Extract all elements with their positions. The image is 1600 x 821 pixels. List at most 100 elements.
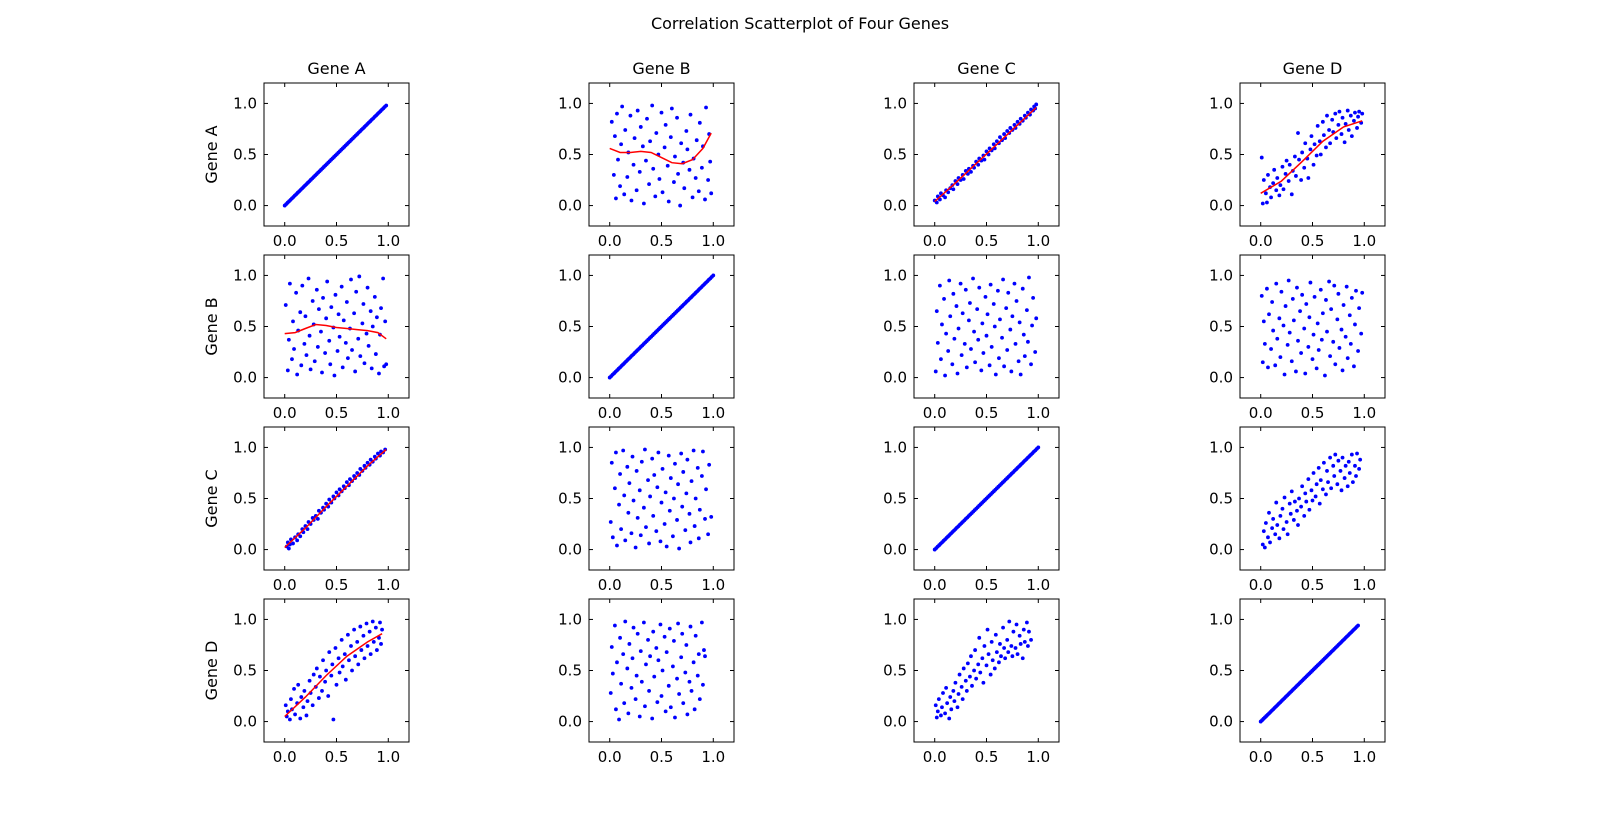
data-point: [666, 453, 671, 458]
panel-gene-a-vs-gene-a: 0.0 0.5 1.0 0.0 0.5 1.0: [233, 82, 410, 250]
data-point: [1315, 124, 1320, 128]
data-point: [940, 322, 944, 327]
data-point: [625, 464, 630, 469]
data-point: [629, 685, 634, 690]
data-point: [654, 529, 659, 534]
data-point: [629, 531, 634, 536]
data-point: [305, 699, 310, 704]
data-point: [622, 493, 627, 498]
data-point: [610, 535, 615, 540]
y-tick-label: 1.0: [883, 610, 907, 628]
data-point: [299, 363, 304, 368]
data-point: [643, 447, 647, 452]
data-point: [1010, 314, 1015, 319]
data-point: [1325, 469, 1329, 473]
data-point: [622, 701, 627, 706]
data-point: [1300, 484, 1305, 489]
data-point: [1010, 654, 1015, 659]
data-point: [316, 307, 321, 312]
data-point: [1284, 158, 1289, 163]
y-tick-label: 1.0: [1209, 438, 1233, 456]
data-point: [1275, 336, 1280, 341]
data-point: [693, 496, 698, 501]
data-point: [692, 707, 697, 712]
data-point: [1310, 498, 1315, 503]
data-point: [614, 196, 618, 201]
data-point: [302, 341, 307, 346]
y-tick-label: 0.0: [233, 713, 257, 731]
fit-curve: [609, 132, 712, 165]
data-point: [1356, 114, 1360, 119]
column-titles: Gene A Gene B Gene C Gene D: [307, 59, 1342, 78]
data-point: [1262, 545, 1267, 550]
data-point: [365, 644, 370, 648]
data-point: [699, 620, 704, 625]
y-tick-label: 0.0: [558, 197, 582, 215]
y-tick-label: 0.5: [558, 490, 582, 508]
data-point: [977, 635, 982, 640]
data-point: [298, 716, 303, 721]
data-point: [1336, 291, 1341, 296]
data-point: [1008, 327, 1013, 332]
data-point: [631, 162, 636, 167]
data-point: [349, 277, 353, 282]
data-point: [1311, 471, 1316, 475]
row-label-gene-a: Gene A: [202, 125, 221, 183]
data-point: [635, 516, 640, 520]
data-point: [993, 632, 998, 637]
data-point: [1317, 501, 1322, 506]
data-point: [295, 538, 300, 543]
data-point: [1277, 536, 1282, 541]
data-point: [646, 478, 650, 483]
x-tick-label: 0.5: [1301, 576, 1325, 594]
data-point: [334, 682, 339, 687]
data-point: [673, 715, 677, 720]
data-point: [699, 474, 704, 478]
data-point: [381, 276, 386, 281]
data-point: [1323, 373, 1327, 378]
data-point: [1018, 642, 1023, 646]
data-point: [311, 672, 316, 677]
data-point: [947, 278, 952, 283]
data-point: [343, 677, 348, 682]
data-point: [1354, 288, 1358, 293]
data-point: [621, 652, 626, 657]
data-point: [1340, 455, 1345, 460]
data-point: [321, 658, 325, 663]
data-point: [637, 488, 642, 493]
data-point: [1320, 119, 1325, 124]
data-point: [1020, 286, 1025, 291]
data-point: [1269, 195, 1273, 200]
data-point: [1350, 480, 1355, 485]
plot-frame: [263, 598, 410, 743]
y-tick-label: 1.0: [1209, 610, 1233, 628]
y-tick-label: 0.5: [883, 490, 907, 508]
data-point: [1311, 162, 1316, 167]
row-label-gene-b: Gene B: [202, 297, 221, 355]
data-point: [1030, 323, 1034, 328]
data-point: [640, 144, 645, 149]
data-point: [973, 360, 978, 365]
data-point: [285, 368, 290, 373]
data-point: [1318, 478, 1323, 483]
data-point: [968, 301, 972, 305]
data-point: [1355, 451, 1359, 456]
data-point: [697, 507, 702, 512]
data-point: [306, 276, 311, 281]
data-point: [283, 703, 288, 708]
data-point: [320, 689, 324, 693]
data-point: [1274, 500, 1279, 505]
data-point: [1309, 134, 1314, 139]
y-tick-label: 0.0: [1209, 369, 1233, 387]
plot-frame: [263, 426, 410, 571]
data-point: [1015, 652, 1020, 657]
data-point: [1289, 359, 1294, 364]
data-point: [666, 199, 671, 204]
data-point: [1311, 332, 1316, 337]
data-point: [1346, 459, 1351, 464]
data-point: [656, 658, 661, 663]
y-tick-label: 1.0: [1209, 94, 1233, 112]
data-point: [623, 538, 628, 543]
y-tick-label: 1.0: [233, 610, 257, 628]
data-point: [631, 625, 636, 630]
